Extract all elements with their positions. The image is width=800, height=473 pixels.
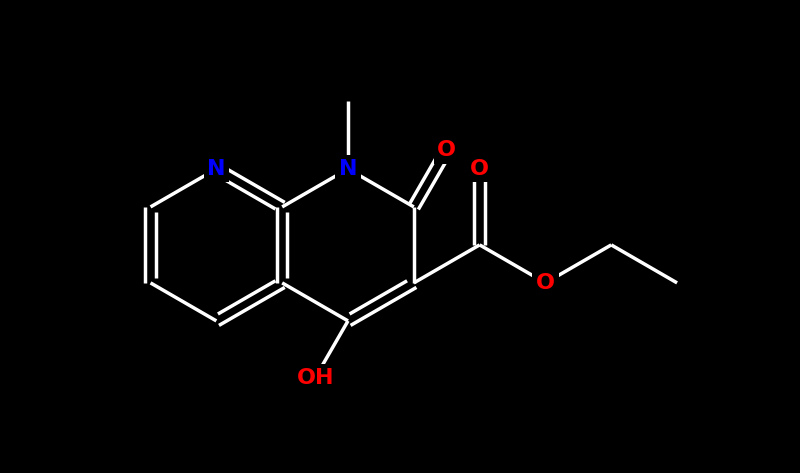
Text: N: N (338, 159, 358, 179)
Text: O: O (536, 273, 555, 293)
Text: OH: OH (297, 368, 334, 388)
Text: O: O (437, 140, 456, 160)
Text: O: O (470, 159, 489, 179)
Text: N: N (207, 159, 226, 179)
